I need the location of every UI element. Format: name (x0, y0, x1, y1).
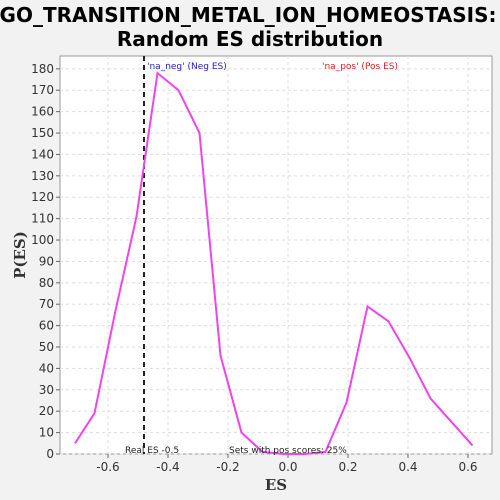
y-tick-label: 120 (31, 190, 54, 204)
plot-area (59, 55, 493, 455)
y-axis-ticks: 0 10 20 30 40 50 60 70 80 90 100 110 120 130 140 150 160… (31, 62, 60, 461)
x-tick-label: 0.4 (398, 460, 417, 474)
y-tick-label: 10 (39, 426, 54, 440)
y-tick-label: 30 (39, 383, 54, 397)
y-tick-label: 130 (31, 169, 54, 183)
y-tick-label: 160 (31, 105, 54, 119)
y-tick-label: 0 (46, 447, 54, 461)
y-tick-label: 50 (39, 340, 54, 354)
x-tick-label: 0.6 (458, 460, 477, 474)
y-tick-label: 70 (39, 297, 54, 311)
pos-es-label: 'na_pos' (Pos ES) (322, 62, 398, 72)
y-tick-label: 150 (31, 126, 54, 140)
x-axis-label: ES (265, 476, 287, 494)
y-tick-label: 170 (31, 83, 54, 97)
y-axis-label: P(ES) (11, 231, 29, 279)
x-tick-label: -0.6 (96, 460, 119, 474)
y-tick-label: 140 (31, 147, 54, 161)
x-tick-label: -0.2 (216, 460, 239, 474)
neg-es-label: 'na_neg' (Neg ES) (147, 62, 227, 72)
chart-title: GO_TRANSITION_METAL_ION_HOMEOSTASIS: (0, 3, 496, 27)
x-tick-label: 0.0 (278, 460, 297, 474)
chart-subtitle: Random ES distribution (117, 27, 383, 51)
y-tick-label: 80 (39, 276, 54, 290)
x-tick-label: 0.2 (338, 460, 357, 474)
pos-scores-label: Sets with pos scores: 25% (229, 446, 347, 456)
y-tick-label: 110 (31, 212, 54, 226)
y-tick-label: 180 (31, 62, 54, 76)
y-tick-label: 20 (39, 404, 54, 418)
real-es-label: Real ES -0.5 (125, 446, 179, 456)
y-tick-label: 60 (39, 319, 54, 333)
y-tick-label: 40 (39, 361, 54, 375)
y-tick-label: 100 (31, 233, 54, 247)
series-line (74, 71, 474, 455)
y-tick-label: 90 (39, 254, 54, 268)
x-tick-label: -0.4 (156, 460, 179, 474)
x-axis-ticks: -0.6 -0.4 -0.2 0.0 0.2 0.4 0.6 (96, 454, 478, 474)
